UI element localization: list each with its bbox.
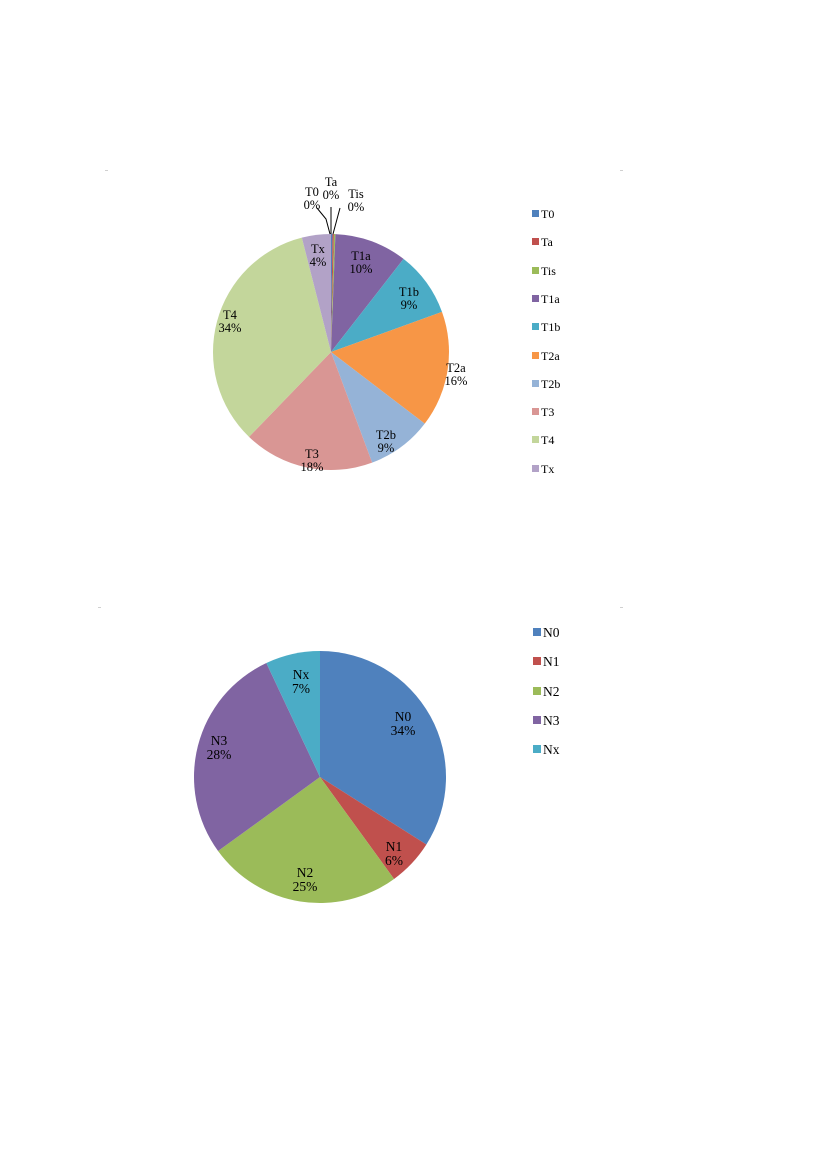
legend-item-tis: Tis	[532, 264, 556, 279]
legend-label: T2a	[541, 348, 560, 363]
legend-item-ta: Ta	[532, 235, 553, 250]
data-label-t2b: T2b 9%	[376, 428, 396, 455]
data-label-t1a: T1a 10%	[350, 249, 373, 276]
legend-item-t2b: T2b	[532, 377, 560, 392]
pie-slice-ta	[331, 234, 334, 352]
legend-swatch	[532, 351, 539, 359]
data-label-nx: Nx 7%	[292, 667, 310, 696]
legend-swatch	[533, 745, 541, 754]
legend-item-t1a: T1a	[532, 292, 560, 307]
legend-label: Tx	[541, 461, 555, 476]
legend-label: T1b	[541, 320, 561, 335]
data-label-tis: Tis 0%	[348, 187, 365, 214]
data-label-ta: Ta 0%	[323, 175, 340, 202]
legend-item-t4: T4	[532, 433, 554, 448]
legend-item-t0: T0	[532, 207, 554, 222]
legend-label: Nx	[543, 742, 560, 758]
legend-swatch	[532, 379, 539, 387]
legend-item-tx: Tx	[532, 462, 554, 477]
legend-swatch	[532, 436, 539, 444]
n-stage-pie-chart: N0 34% N1 6% N2 25% N3 28% Nx 7% N0 N1 N2 N3 Nx	[95, 605, 625, 925]
legend-swatch	[532, 408, 539, 416]
legend-label: T3	[541, 405, 555, 420]
legend-label: T4	[541, 433, 555, 448]
legend-item-n0: N0	[533, 625, 560, 641]
data-label-t4: T4 34%	[219, 308, 242, 335]
legend-item-t2a: T2a	[532, 349, 560, 364]
legend-swatch	[532, 323, 539, 331]
legend-swatch	[533, 628, 541, 636]
pie-slice-t4	[213, 237, 331, 437]
legend-swatch	[533, 657, 541, 666]
pie-slice-n3	[193, 662, 320, 852]
pie-slice-t1b	[331, 258, 442, 352]
legend-item-t1b: T1b	[532, 320, 560, 335]
data-label-t2a: T2a 16%	[445, 361, 468, 388]
pie-slice-nx	[266, 651, 320, 777]
legend-item-t3: T3	[532, 405, 554, 420]
data-label-t1b: T1b 9%	[399, 285, 419, 312]
chart-frame-corner	[620, 170, 623, 171]
legend-item-n2: N2	[533, 684, 560, 700]
legend-swatch	[533, 686, 541, 695]
legend-swatch	[532, 210, 539, 217]
legend-label: T0	[541, 207, 555, 221]
data-label-n2: N2 25%	[293, 865, 318, 894]
legend-swatch	[532, 464, 539, 472]
legend-label: N0	[543, 625, 560, 640]
pie-slice-n2	[218, 777, 395, 904]
legend-label: Ta	[541, 235, 553, 250]
pie-slice-t3	[249, 352, 373, 470]
legend-swatch	[532, 294, 539, 302]
legend-item-nx: Nx	[533, 742, 560, 758]
data-label-t0: T0 0%	[304, 185, 321, 212]
pie-slice-n1	[320, 777, 427, 879]
legend-label: T2b	[541, 376, 561, 391]
t-stage-pie-chart: T0 0% Ta 0% Tis 0% T1a 10% T1b 9% T2a 16% T2b 9% T3 18%…	[100, 165, 630, 495]
legend-label: N2	[543, 683, 560, 699]
legend-item-n1: N1	[533, 654, 560, 670]
t-stage-pie-svg: T0 0%Ta 0% Tis 0% T1a 10% T1b 9% T2a 16% T2b 9% T3 18%…	[213, 175, 468, 474]
data-label-t3: T3 18%	[301, 447, 324, 474]
data-label-tx: Tx 4%	[310, 242, 327, 269]
legend-label: T1a	[541, 291, 560, 306]
chart-frame-corner	[105, 170, 108, 171]
label-leader-line	[316, 207, 331, 235]
pie-slice-t2a	[331, 311, 449, 424]
pie-slice-tis	[331, 234, 336, 352]
legend-swatch	[532, 266, 539, 274]
legend-swatch	[533, 715, 541, 724]
data-label-n3: N3 28%	[207, 733, 232, 762]
n-stage-pie-svg: N0 34% N1 6% N2 25% N3 28% Nx 7%	[193, 651, 447, 904]
pie-slice-t1a	[331, 234, 404, 352]
chart-frame-corner	[620, 607, 623, 608]
data-label-n1: N1 6%	[385, 839, 403, 868]
legend-item-n3: N3	[533, 713, 560, 729]
legend-swatch	[532, 238, 539, 246]
chart-frame-corner	[98, 607, 101, 608]
legend-label: N1	[543, 654, 560, 670]
pie-slice-tx	[301, 234, 331, 352]
legend-label: Tis	[541, 263, 556, 278]
pie-slice-t0	[331, 234, 333, 352]
legend-label: N3	[543, 712, 560, 728]
pie-slice-t2b	[331, 352, 425, 463]
pie-slice-n0	[320, 651, 447, 845]
data-label-n0: N0 34%	[391, 709, 416, 738]
label-leader-line	[332, 207, 341, 235]
